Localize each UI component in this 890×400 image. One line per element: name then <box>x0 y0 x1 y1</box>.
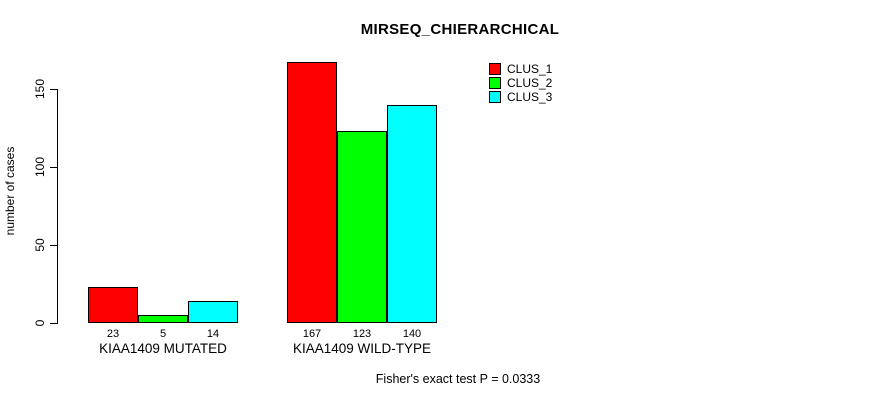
y-tick-label: 50 <box>33 238 47 252</box>
category-label: KIAA1409 MUTATED <box>99 341 227 356</box>
bar-clus_1 <box>287 62 337 323</box>
bar-value-label: 167 <box>302 328 322 340</box>
bar-clus_2 <box>337 131 387 323</box>
legend: CLUS_1 CLUS_2 CLUS_3 <box>489 62 552 104</box>
bar-clus_3 <box>387 105 437 323</box>
bar-value-label: 123 <box>352 328 372 340</box>
bar-value-label: 14 <box>206 328 220 340</box>
y-tick-label: 150 <box>33 78 47 100</box>
legend-label: CLUS_2 <box>507 76 553 90</box>
bar-value-label: 5 <box>159 328 167 340</box>
legend-item-clus_3: CLUS_3 <box>489 90 552 104</box>
legend-label: CLUS_1 <box>507 62 553 76</box>
legend-swatch-icon <box>489 63 501 75</box>
bar-value-label: 140 <box>402 328 422 340</box>
legend-item-clus_2: CLUS_2 <box>489 76 552 90</box>
legend-label: CLUS_3 <box>507 90 553 104</box>
bar-value-label: 23 <box>106 328 120 340</box>
legend-swatch-icon <box>489 91 501 103</box>
y-axis-label: number of cases <box>3 146 17 236</box>
chart-title: MIRSEQ_CHIERARCHICAL <box>360 21 560 38</box>
y-tick <box>50 245 57 246</box>
bar-clus_2 <box>138 315 188 323</box>
legend-item-clus_1: CLUS_1 <box>489 62 552 76</box>
y-tick <box>50 323 57 324</box>
y-tick <box>50 89 57 90</box>
y-axis-line <box>57 89 58 324</box>
legend-swatch-icon <box>489 77 501 89</box>
y-tick <box>50 167 57 168</box>
category-label: KIAA1409 WILD-TYPE <box>292 341 432 356</box>
annotation-fisher-test: Fisher's exact test P = 0.0333 <box>375 372 541 386</box>
bar-clus_1 <box>88 287 138 323</box>
y-tick-label: 0 <box>33 319 47 327</box>
bar-clus_3 <box>188 301 238 323</box>
y-tick-label: 100 <box>33 156 47 178</box>
